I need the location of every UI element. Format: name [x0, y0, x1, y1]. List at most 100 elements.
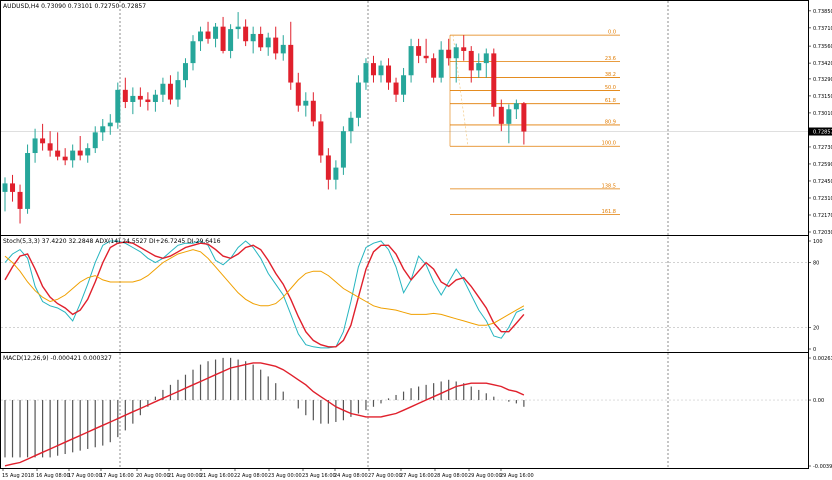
candle-body: [70, 150, 76, 161]
time-tick-label: 22 Aug 08:00: [234, 473, 268, 479]
candle-body: [62, 156, 68, 161]
price-tick-label: 0.73420: [813, 61, 832, 67]
candle-body: [386, 65, 392, 83]
candle-body: [506, 109, 512, 124]
candle-body: [198, 31, 204, 42]
candle-body: [258, 33, 264, 48]
stoch-signal-line: [4, 241, 525, 348]
candle-body: [205, 31, 211, 39]
candle-body: [303, 100, 309, 106]
time-tick-label: 20 Aug 00:00: [136, 473, 170, 479]
time-tick-label: 21 Aug 00:00: [168, 473, 202, 479]
time-tick-label: 21 Aug 16:00: [200, 473, 234, 479]
fib-level-label: 80.9: [605, 119, 616, 125]
candle-body: [521, 103, 527, 132]
macd-header: MACD(12,26,9) -0.000421 0.000327: [3, 355, 112, 362]
time-tick-label: 23 Aug 00:00: [268, 473, 302, 479]
candle-body: [160, 83, 166, 95]
candle-body: [145, 99, 151, 102]
time-tick-label: 23 Aug 16:00: [302, 473, 336, 479]
fib-level-label: 138.5: [602, 183, 616, 189]
time-tick-label: 27 Aug 00:00: [368, 473, 402, 479]
price-tick-label: 0.73560: [813, 44, 832, 50]
candle-body: [250, 33, 256, 42]
fib-level-label: 23.6: [605, 56, 616, 62]
macd-layer: [4, 357, 525, 467]
candle-body: [85, 148, 91, 156]
candle-body: [363, 63, 369, 83]
candle-body: [190, 41, 196, 64]
candle-body: [130, 95, 136, 102]
candle-body: [355, 82, 361, 118]
candle-body: [348, 117, 354, 132]
fib-level-label: 100.0: [602, 141, 616, 147]
price-tick-label: 0.72030: [813, 230, 832, 236]
macd-tick-label: 0.00: [813, 398, 824, 404]
price-tick-label: 0.72730: [813, 145, 832, 151]
price-tick-label: 0.72590: [813, 162, 832, 168]
candle-body: [175, 80, 181, 100]
candle-body: [137, 95, 143, 100]
time-tick-label: 29 Aug 00:00: [468, 473, 502, 479]
candle-body: [431, 58, 437, 78]
time-tick-label: 15 Aug 2018: [2, 473, 34, 479]
time-tick-label: 24 Aug 08:00: [334, 473, 368, 479]
macd-tick-label: -0.003972: [813, 464, 832, 470]
symbol-header: AUDUSD,H4 0.73090 0.73101 0.72750 0.7285…: [3, 3, 146, 10]
candle-body: [325, 155, 331, 180]
stoch-tick-label: 100: [813, 239, 823, 245]
grid-layer: [1, 1, 808, 468]
candle-body: [40, 138, 46, 144]
candle-body: [280, 44, 286, 54]
candle-body: [498, 106, 504, 124]
time-tick-label: 27 Aug 16:00: [400, 473, 434, 479]
stoch-tick-label: 80: [813, 261, 819, 267]
fib-level-label: 50.0: [605, 85, 616, 91]
current-price-tag: [809, 127, 832, 136]
candle-body: [340, 131, 346, 168]
candle-body: [461, 47, 467, 51]
fib-trend-line: [452, 35, 469, 147]
candle-body: [273, 37, 279, 54]
price-tick-label: 0.72310: [813, 196, 832, 202]
fib-level-label: 61.8: [605, 98, 616, 104]
candle-body: [122, 89, 128, 102]
candle-body: [378, 65, 384, 76]
candle-body: [220, 26, 226, 51]
candle-body: [100, 126, 106, 133]
price-tick-label: 0.73010: [813, 111, 832, 117]
candle-body: [491, 53, 497, 107]
time-tick-label: 29 Aug 16:00: [500, 473, 534, 479]
candle-body: [47, 143, 53, 151]
candle-body: [513, 103, 519, 110]
candle-body: [243, 26, 249, 42]
candle-body: [25, 153, 31, 209]
time-tick-label: 28 Aug 08:00: [434, 473, 468, 479]
candle-body: [310, 100, 316, 122]
time-tick-label: 17 Aug 00:00: [68, 473, 102, 479]
candle-body: [446, 49, 452, 59]
time-tick-label: 17 Aug 16:00: [100, 473, 134, 479]
fib-level-label: 0.0: [608, 30, 616, 36]
stoch-main-line: [4, 240, 525, 349]
candle-body: [288, 44, 294, 83]
candle-body: [55, 150, 61, 157]
fib-level-label: 38.2: [605, 72, 616, 78]
stoch-header: Stoch(5,3,3) 37.4220 32.2848 ADX(14) 24.…: [3, 238, 221, 245]
macd-tick-label: 0.002618: [813, 356, 832, 362]
time-tick-label: 16 Aug 08:00: [36, 473, 70, 479]
macd-pane-frame: [0, 352, 809, 469]
candle-body: [10, 183, 16, 192]
price-tick-label: 0.73150: [813, 94, 832, 100]
candle-body: [213, 26, 219, 39]
fib-level-label: 161.8: [602, 209, 616, 215]
axes-layer: 0.73850 0.73710 0.73560 0.73420 0.73290 0.731…: [2, 9, 832, 479]
candle-body: [17, 191, 23, 209]
price-tick-label: 0.73710: [813, 26, 832, 32]
candle-body: [416, 46, 422, 56]
candle-body: [423, 55, 429, 59]
candle-body: [476, 63, 482, 71]
macd-signal-line: [4, 362, 525, 467]
candle-body: [92, 132, 98, 149]
